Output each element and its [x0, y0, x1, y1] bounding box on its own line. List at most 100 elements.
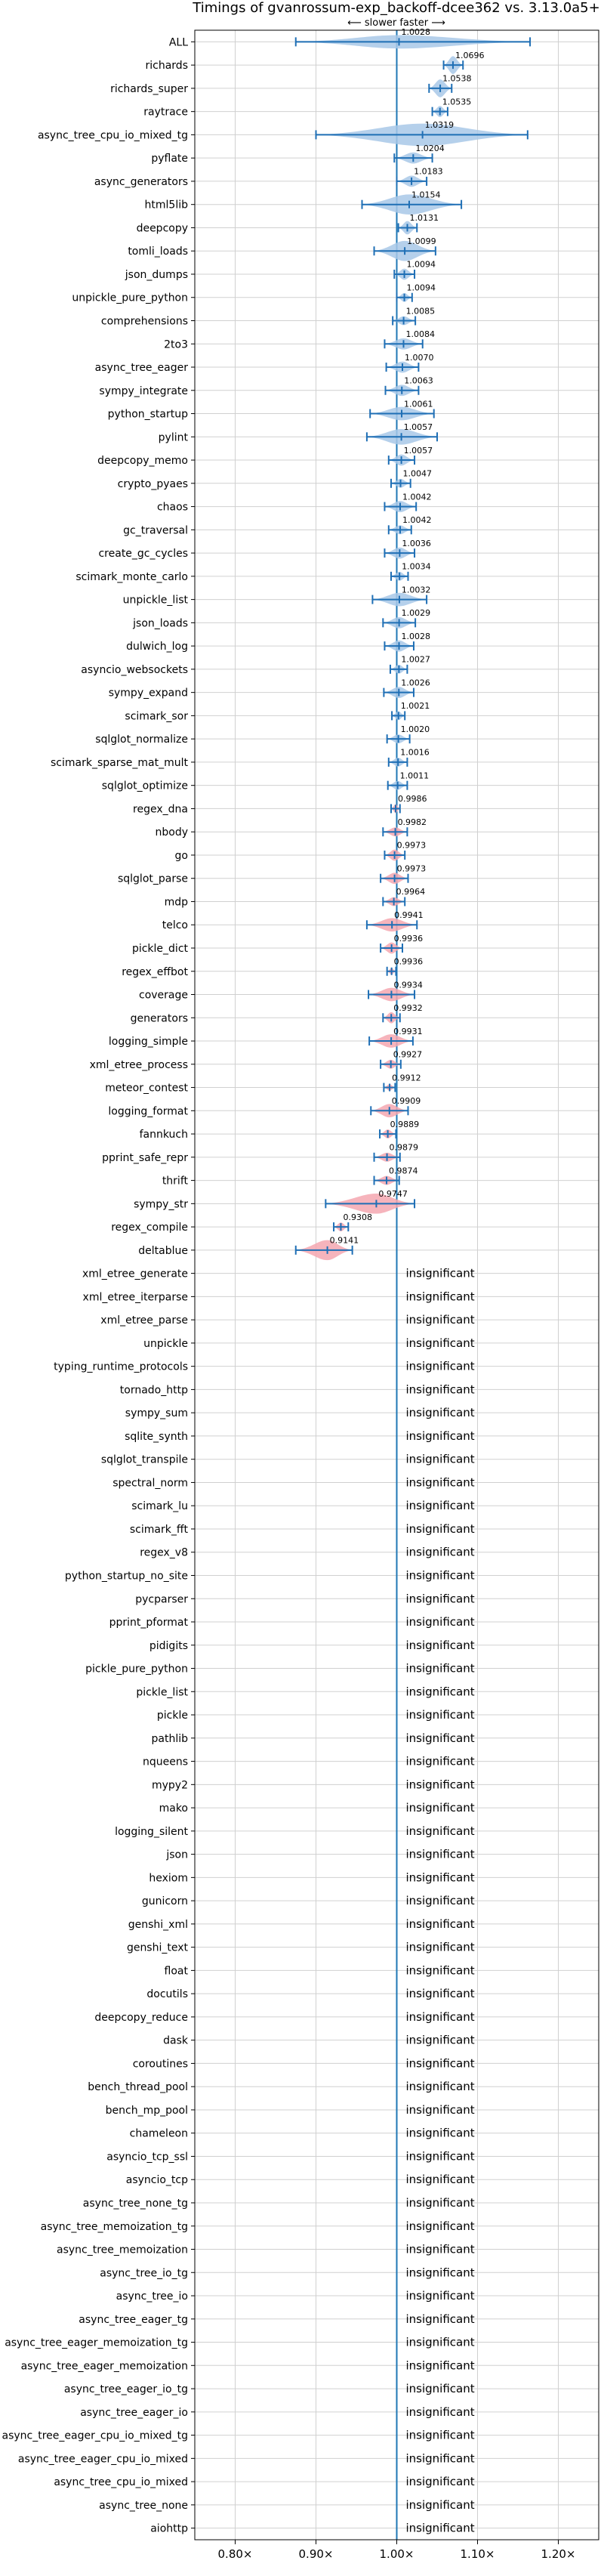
category-label: async_tree_eager_memoization_tg [5, 2337, 188, 2349]
value-label: 1.0154 [411, 190, 441, 199]
category-label: chaos [157, 502, 188, 514]
value-label: 1.0020 [401, 724, 430, 734]
category-label: logging_simple [109, 1036, 188, 1048]
x-tick-label: 1.20× [541, 2547, 576, 2561]
category-label: regex_compile [111, 1222, 188, 1234]
insignificant-label: insignificant [406, 1546, 475, 1559]
category-label: pprint_safe_repr [102, 1152, 188, 1164]
category-label: json_dumps [125, 269, 188, 281]
value-label: 1.0061 [404, 399, 433, 409]
category-label: sympy_expand [109, 687, 188, 700]
category-label: regex_v8 [140, 1547, 188, 1559]
category-label: pickle_pure_python [85, 1663, 188, 1676]
insignificant-label: insignificant [406, 2475, 475, 2488]
category-label: async_tree_memoization_tg [41, 2221, 188, 2233]
value-label: 1.0032 [402, 585, 431, 595]
insignificant-label: insignificant [406, 2219, 475, 2233]
insignificant-label: insignificant [406, 1267, 475, 1280]
insignificant-label: insignificant [406, 2149, 475, 2163]
insignificant-label: insignificant [406, 2010, 475, 2024]
insignificant-label: insignificant [406, 2522, 475, 2535]
insignificant-label: insignificant [406, 1848, 475, 1861]
value-label: 1.0057 [404, 422, 433, 432]
value-label: 1.0538 [442, 74, 472, 84]
category-label: tomli_loads [128, 246, 188, 258]
category-label: python_startup_no_site [65, 1570, 188, 1582]
category-label: go [175, 850, 188, 862]
category-label: scimark_sparse_mat_mult [51, 757, 188, 769]
value-label: 1.0063 [404, 376, 433, 386]
category-label: meteor_contest [105, 1083, 188, 1095]
category-label: chameleon [130, 2128, 188, 2140]
insignificant-label: insignificant [406, 1685, 475, 1698]
value-label: 1.0319 [425, 120, 455, 130]
insignificant-label: insignificant [406, 2243, 475, 2256]
value-label: 1.0016 [400, 748, 430, 758]
category-label: docutils [146, 1988, 188, 2000]
category-label: sympy_sum [125, 1407, 188, 1419]
category-label: scimark_lu [131, 1500, 188, 1512]
category-label: float [165, 1965, 189, 1977]
category-label: nqueens [143, 1756, 188, 1768]
value-label: 0.9936 [394, 934, 424, 944]
insignificant-label: insignificant [406, 1963, 475, 1977]
insignificant-label: insignificant [406, 1429, 475, 1443]
category-label: fannkuch [140, 1129, 188, 1141]
category-label: async_tree_eager_memoization [21, 2360, 188, 2372]
category-label: pickle_dict [132, 943, 189, 955]
insignificant-label: insignificant [406, 1499, 475, 1512]
category-label: bench_thread_pool [88, 2081, 188, 2093]
value-label: 1.0042 [402, 515, 432, 525]
category-labels: ALL richards richards_super raytrace async_t… [2, 36, 188, 2534]
category-label: python_startup [108, 409, 188, 421]
category-label: sqlglot_transpile [101, 1454, 188, 1466]
category-label: 2to3 [164, 338, 188, 351]
insignificant-label: insignificant [406, 2429, 475, 2442]
value-label: 1.0027 [401, 655, 430, 665]
value-label: 0.9964 [396, 887, 426, 897]
insignificant-label: insignificant [406, 1731, 475, 1745]
value-label: 1.0047 [403, 469, 433, 479]
category-label: unpickle_pure_python [72, 292, 188, 304]
insignificant-label: insignificant [406, 2034, 475, 2047]
insignificant-label: insignificant [406, 2266, 475, 2279]
category-label: gc_traversal [123, 524, 188, 536]
category-label: pylint [159, 431, 189, 443]
category-label: mypy2 [152, 1779, 188, 1791]
value-label: 0.9982 [398, 817, 427, 827]
category-label: scimark_monte_carlo [76, 571, 188, 583]
insignificant-label: insignificant [406, 1592, 475, 1605]
insignificant-label: insignificant [406, 2312, 475, 2326]
category-label: asyncio_tcp [126, 2174, 188, 2186]
value-label: 0.9973 [397, 863, 427, 873]
category-label: logging_silent [115, 1826, 188, 1838]
category-label: genshi_text [127, 1942, 189, 1954]
insignificant-label: insignificant [406, 1475, 475, 1489]
value-label: 0.9889 [390, 1120, 420, 1129]
value-label: 0.9747 [378, 1189, 407, 1199]
category-label: regex_effbot [122, 966, 188, 978]
insignificant-label: insignificant [406, 2498, 475, 2512]
category-label: xml_etree_iterparse [83, 1291, 188, 1303]
insignificant-label: insignificant [406, 2173, 475, 2186]
category-label: json [165, 1849, 188, 1861]
value-label: 1.0204 [415, 144, 445, 153]
insignificant-label: insignificant [406, 1615, 475, 1629]
category-label: async_tree_cpu_io_mixed_tg [38, 129, 188, 141]
category-label: html5lib [145, 199, 189, 212]
axis-annotation: ⟵ slower faster ⟶ [347, 17, 445, 29]
x-axis-ticks: 0.80× 0.90× 1.00× 1.10× 1.20× [191, 41, 576, 2561]
value-label: 1.0131 [410, 213, 439, 223]
insignificant-label: insignificant [406, 1708, 475, 1722]
category-label: async_generators [94, 176, 188, 188]
category-label: coroutines [133, 2058, 188, 2070]
insignificant-label: insignificant [406, 2382, 475, 2395]
category-label: asyncio_tcp_ssl [106, 2151, 188, 2163]
category-label: xml_etree_process [90, 1059, 188, 1071]
category-label: spectral_norm [112, 1477, 188, 1489]
value-label: 0.9941 [394, 910, 424, 920]
value-label: 0.9936 [394, 957, 424, 967]
chart-title: Timings of gvanrossum-exp_backoff-dcee36… [192, 0, 599, 16]
value-label: 0.9909 [392, 1096, 421, 1106]
category-label: gunicorn [142, 1895, 188, 1907]
